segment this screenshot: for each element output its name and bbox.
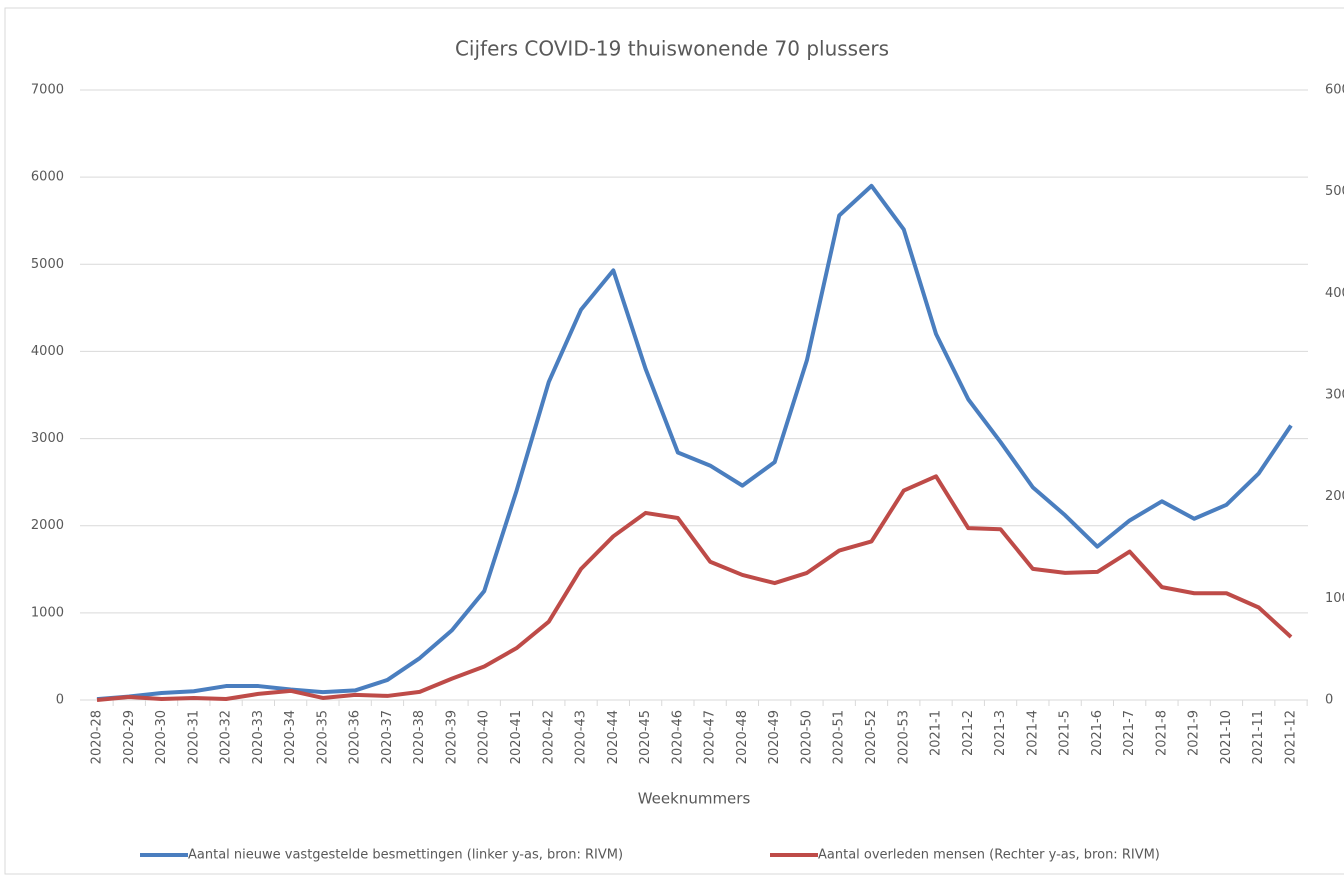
x-tick-label: 2020-49 (767, 710, 782, 764)
x-tick-label: 2020-48 (735, 710, 750, 764)
legend-label: Aantal nieuwe vastgestelde besmettingen … (188, 848, 623, 863)
x-tick-label: 2021-6 (1090, 710, 1105, 756)
x-tick-label: 2020-35 (315, 710, 330, 764)
x-tick-label: 2020-37 (380, 710, 395, 764)
y-tick-label: 7000 (31, 83, 64, 98)
x-tick-label: 2021-9 (1187, 710, 1202, 756)
x-tick-label: 2020-31 (186, 710, 201, 764)
y2-tick-label: 200 (1325, 489, 1344, 504)
x-tick-label: 2020-47 (703, 710, 718, 764)
x-tick-label: 2020-42 (541, 710, 556, 764)
x-tick-label: 2020-32 (219, 710, 234, 764)
x-tick-label: 2020-52 (864, 710, 879, 764)
x-tick-label: 2020-34 (283, 710, 298, 764)
x-tick-label: 2020-39 (444, 710, 459, 764)
x-tick-label: 2021-1 (929, 710, 944, 756)
x-tick-label: 2021-10 (1219, 710, 1234, 764)
x-tick-label: 2021-2 (961, 710, 976, 756)
x-tick-label: 2020-40 (477, 710, 492, 764)
x-tick-label: 2020-53 (896, 710, 911, 764)
x-tick-label: 2020-38 (412, 710, 427, 764)
y-tick-label: 2000 (31, 518, 64, 533)
x-tick-label: 2020-45 (638, 710, 653, 764)
x-tick-label: 2020-51 (832, 710, 847, 764)
x-tick-label: 2021-3 (993, 710, 1008, 756)
x-axis-label: Weeknummers (638, 790, 751, 808)
x-tick-label: 2020-29 (122, 710, 137, 764)
x-tick-label: 2021-4 (1025, 710, 1040, 756)
x-tick-label: 2020-28 (90, 710, 105, 764)
y-tick-label: 6000 (31, 170, 64, 185)
x-tick-label: 2020-30 (154, 710, 169, 764)
x-tick-label: 2020-50 (799, 710, 814, 764)
legend-label: Aantal overleden mensen (Rechter y-as, b… (818, 848, 1160, 863)
x-tick-label: 2021-11 (1251, 710, 1266, 764)
chart-title: Cijfers COVID-19 thuiswonende 70 plusser… (455, 37, 889, 61)
x-tick-label: 2021-12 (1284, 710, 1299, 764)
y2-tick-label: 400 (1325, 286, 1344, 301)
y-tick-label: 3000 (31, 431, 64, 446)
y2-tick-label: 100 (1325, 591, 1344, 606)
y-tick-label: 1000 (31, 605, 64, 620)
y2-tick-label: 0 (1325, 693, 1333, 708)
y-tick-label: 5000 (31, 257, 64, 272)
y2-tick-label: 500 (1325, 184, 1344, 199)
series-line (96, 183, 1293, 702)
x-tick-label: 2021-7 (1122, 710, 1137, 756)
series-line (96, 474, 1293, 702)
y2-tick-label: 300 (1325, 388, 1344, 403)
x-tick-label: 2021-8 (1154, 710, 1169, 756)
y2-tick-label: 600 (1325, 83, 1344, 98)
x-tick-label: 2020-44 (606, 710, 621, 764)
x-tick-label: 2020-46 (670, 710, 685, 764)
x-tick-label: 2020-43 (574, 710, 589, 764)
x-tick-label: 2021-5 (1058, 710, 1073, 756)
x-tick-label: 2020-36 (348, 710, 363, 764)
x-tick-label: 2020-33 (251, 710, 266, 764)
y-tick-label: 0 (56, 693, 64, 708)
x-tick-label: 2020-41 (509, 710, 524, 764)
y-tick-label: 4000 (31, 344, 64, 359)
